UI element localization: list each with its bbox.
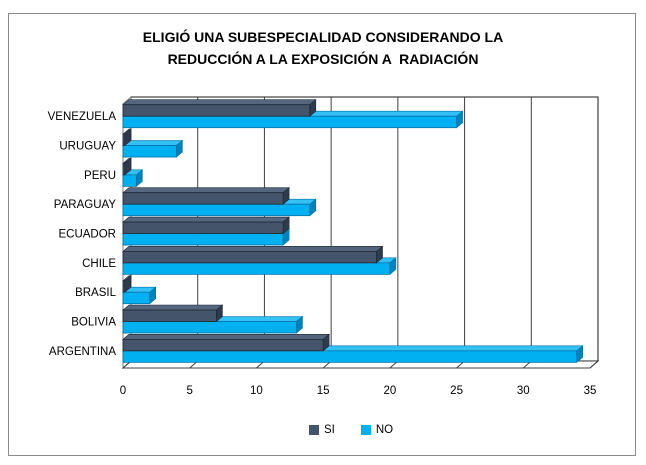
bar-si-brasil-front-face (122, 280, 126, 293)
bar-si-uruguay-front-face (122, 133, 126, 146)
bar-si-peru-front-face (122, 162, 126, 176)
bar-no-bolivia-front-face (122, 321, 297, 334)
bar-no-ecuador-front-face (122, 233, 284, 246)
x-tick-label-0: 0 (120, 385, 126, 397)
bar-si-venezuela-top-face (122, 99, 317, 105)
category-label-venezuela: VENEZUELA (48, 111, 117, 123)
category-label-peru: PERU (84, 170, 116, 182)
bar-no-uruguay-front-face (122, 145, 177, 158)
chart-title-line-2: REDUCCIÓN A LA EXPOSICIÓN A RADIACIÓN (167, 51, 479, 67)
bar-si-bolivia-top-face (122, 304, 224, 311)
bar-si-argentina-front-face (122, 338, 324, 352)
bar-si-argentina-top-face (122, 334, 330, 340)
bar-no-paraguay-front-face (122, 203, 311, 217)
category-label-ecuador: ECUADOR (58, 229, 116, 241)
category-label-uruguay: URUGUAY (59, 141, 116, 153)
x-tick-label-15: 15 (317, 385, 330, 397)
bar-no-brasil-front-face (122, 291, 151, 305)
legend-label-si: SI (323, 424, 335, 436)
bar-no-chile-front-face (122, 262, 391, 275)
legend-swatch-no-icon (360, 425, 371, 435)
category-label-brasil: BRASIL (75, 287, 117, 299)
legend-item-no: NO (360, 424, 394, 436)
bar-si-bolivia-front-face (122, 309, 217, 322)
x-tick-label-5: 5 (187, 385, 193, 397)
bar-no-argentina-front-face (122, 350, 578, 363)
bar-no-peru-front-face (122, 174, 137, 187)
bar-si-chile-top-face (122, 246, 384, 252)
chart-title: ELIGIÓ UNA SUBESPECIALIDAD CONSIDERANDO … (0, 26, 646, 70)
bar-si-venezuela-front-face (122, 104, 311, 117)
legend-label-no: NO (375, 424, 394, 436)
bar-si-chile-front-face (122, 250, 377, 264)
category-label-bolivia: BOLIVIA (71, 317, 116, 329)
x-tick-label-30: 30 (517, 385, 530, 397)
legend-swatch-si-icon (308, 425, 319, 435)
category-label-paraguay: PARAGUAY (54, 199, 117, 211)
bar-si-ecuador-top-face (122, 216, 290, 223)
x-tick-label-35: 35 (584, 385, 597, 397)
floor-tick-35 (589, 360, 599, 369)
bar-no-venezuela-front-face (122, 115, 457, 129)
chart-title-line-1: ELIGIÓ UNA SUBESPECIALIDAD CONSIDERANDO … (142, 29, 504, 45)
legend-item-si: SI (308, 424, 335, 436)
bar-si-paraguay-front-face (122, 192, 284, 205)
bar-si-ecuador-front-face (122, 221, 284, 234)
x-tick-label-10: 10 (250, 385, 263, 397)
bar-si-paraguay-top-face (122, 187, 290, 193)
category-label-chile: CHILE (82, 258, 116, 270)
x-tick-label-25: 25 (450, 385, 463, 397)
x-tick-label-20: 20 (383, 385, 396, 397)
bar-no-uruguay-top-face (122, 140, 184, 146)
legend: SI NO (0, 424, 646, 436)
category-label-argentina: ARGENTINA (49, 346, 116, 358)
